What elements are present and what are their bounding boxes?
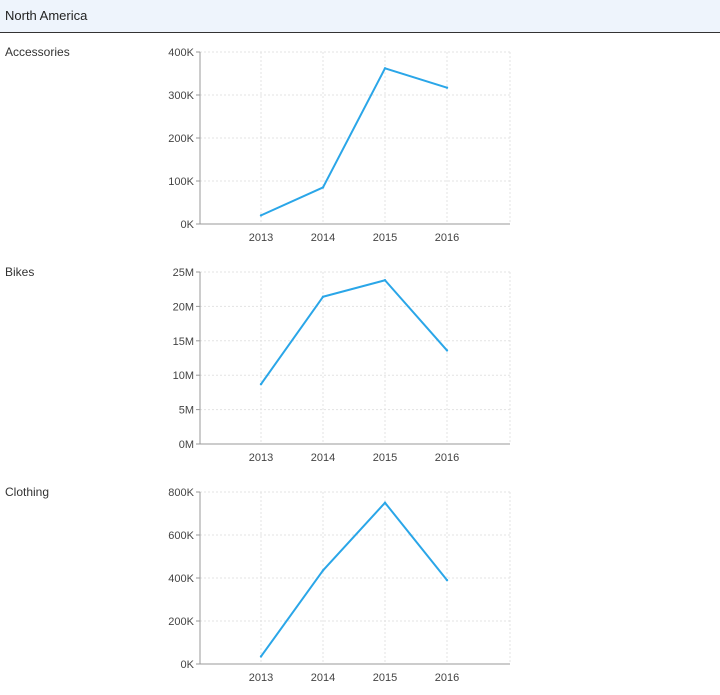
data-point	[445, 349, 449, 352]
data-point	[321, 295, 325, 298]
y-tick-label: 200K	[168, 133, 194, 145]
y-tick-label: 15M	[173, 336, 194, 348]
x-tick-label: 2016	[435, 452, 459, 464]
x-tick-label: 2014	[311, 232, 335, 244]
y-tick-label: 600K	[168, 530, 194, 542]
x-tick-label: 2014	[311, 452, 335, 464]
y-tick-label: 10M	[173, 370, 194, 382]
data-point	[321, 569, 325, 572]
page-title: North America	[5, 8, 88, 23]
x-tick-label: 2013	[249, 452, 273, 464]
chart-panel-2: Clothing 0K 200K 400K 600K 800K 2013 2014 2015 2…	[0, 480, 720, 695]
data-point	[383, 501, 387, 504]
chart-label: Bikes	[5, 265, 35, 279]
header-bar: North America	[0, 0, 720, 33]
x-tick-label: 2015	[373, 232, 397, 244]
data-point	[321, 186, 325, 189]
x-tick-label: 2016	[435, 232, 459, 244]
chart-label: Clothing	[5, 485, 50, 499]
x-tick-label: 2013	[249, 672, 273, 684]
y-tick-label: 0K	[181, 219, 195, 231]
y-tick-label: 25M	[173, 267, 194, 279]
line-chart-accessories: 0K 100K 200K 300K 400K 2013 2014 2015 2016	[168, 47, 511, 244]
series-line	[260, 279, 448, 385]
x-tick-label: 2016	[435, 672, 459, 684]
chart-panel-1: Bikes 0M 5M 10M 15M 20M 25M 2013 2014 2015 2016	[0, 260, 720, 475]
line-chart-bikes: 0M 5M 10M 15M 20M 25M 2013 2014 2015 2016	[173, 267, 511, 464]
y-tick-label: 5M	[179, 405, 194, 417]
data-point	[259, 655, 263, 658]
data-point	[259, 214, 263, 217]
y-tick-label: 200K	[168, 616, 194, 628]
x-tick-label: 2015	[373, 672, 397, 684]
data-point	[445, 86, 449, 89]
y-tick-label: 800K	[168, 487, 194, 499]
y-tick-label: 0M	[179, 439, 194, 451]
chart-label: Accessories	[5, 45, 70, 59]
data-point	[383, 67, 387, 70]
y-tick-label: 400K	[168, 47, 194, 59]
y-tick-label: 300K	[168, 90, 194, 102]
y-tick-label: 100K	[168, 176, 194, 188]
data-point	[383, 279, 387, 282]
y-tick-label: 0K	[181, 659, 195, 671]
line-chart-clothing: 0K 200K 400K 600K 800K 2013 2014 2015 2016	[168, 487, 511, 684]
x-tick-label: 2014	[311, 672, 335, 684]
y-tick-label: 400K	[168, 573, 194, 585]
series-line	[260, 501, 448, 658]
data-point	[259, 382, 263, 386]
series-line	[260, 67, 448, 217]
chart-panel-0: Accessories 0K 100K 200K 300K 400K 2013 2014 20…	[0, 40, 720, 255]
data-point	[445, 578, 449, 582]
x-tick-label: 2013	[249, 232, 273, 244]
x-tick-label: 2015	[373, 452, 397, 464]
y-tick-label: 20M	[173, 301, 194, 313]
